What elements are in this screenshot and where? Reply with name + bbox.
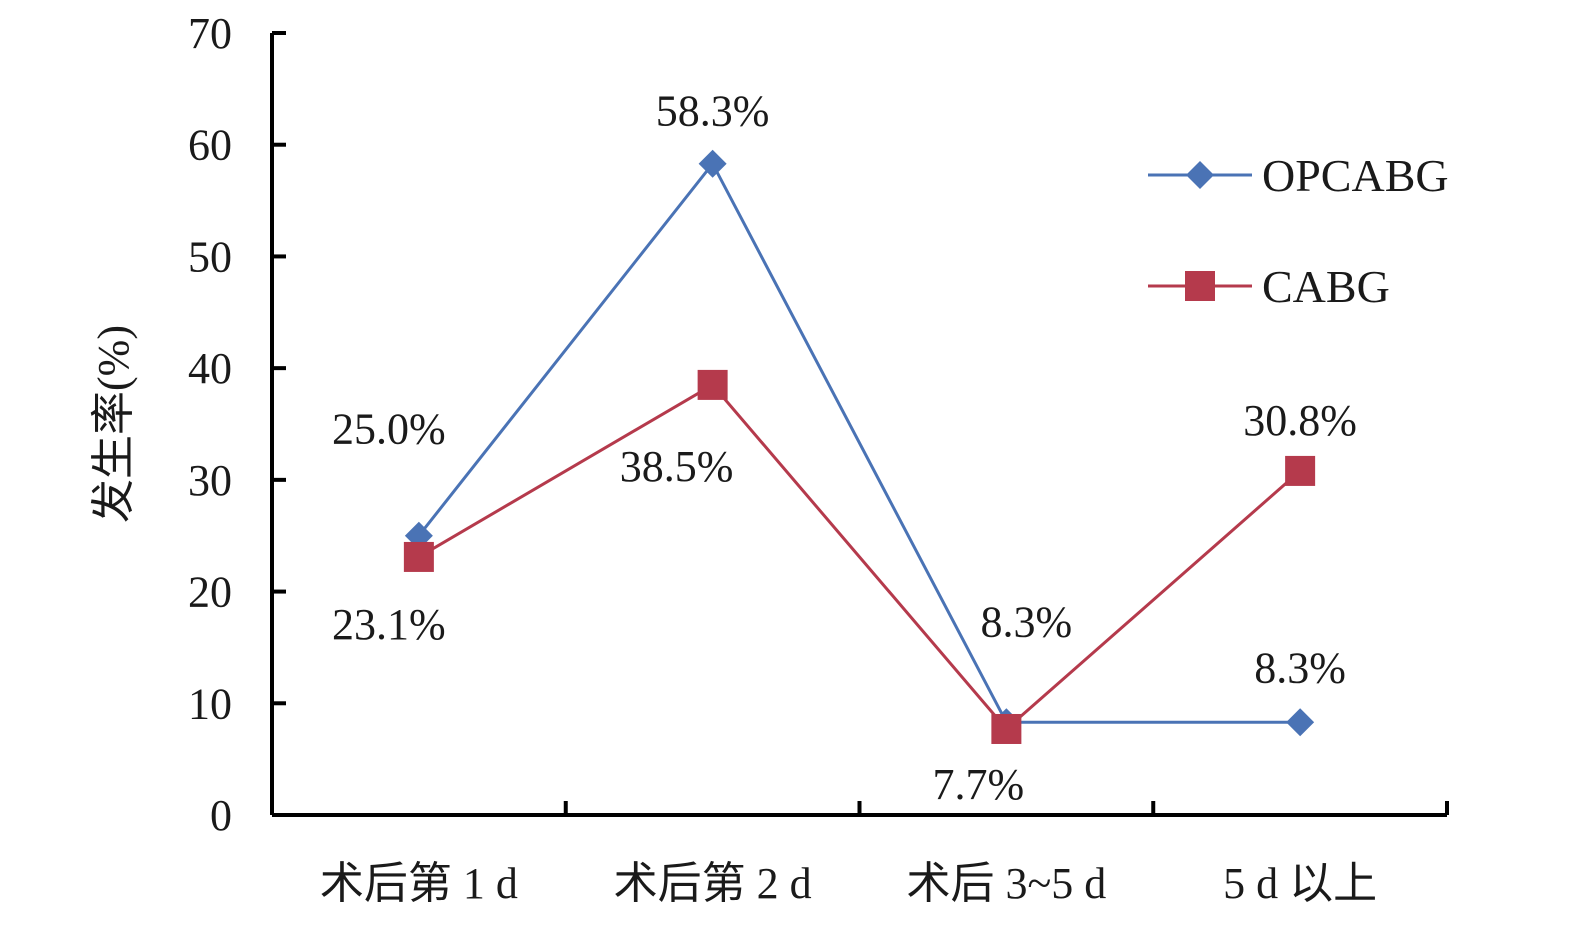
x-category-label: 5 d 以上	[1223, 859, 1377, 908]
data-label: 8.3%	[981, 597, 1073, 646]
series-opcabg: 25.0% 58.3% 8.3% 8.3%	[332, 87, 1346, 737]
data-label: 8.3%	[1254, 643, 1346, 692]
legend-marker	[1186, 161, 1214, 189]
legend-label: CABG	[1262, 261, 1390, 312]
axes: 0 10 20 30 40 50 60 70 术后第 1 d 术后第 2 d 术后 3~5 d 5 …	[188, 9, 1449, 908]
data-label: 30.8%	[1243, 396, 1357, 445]
y-tick-label: 10	[188, 679, 232, 728]
y-tick-label: 0	[210, 791, 232, 840]
y-tick-label: 20	[188, 568, 232, 617]
x-category-label: 术后第 2 d	[614, 859, 812, 908]
y-tick-label: 50	[188, 232, 232, 281]
data-point	[697, 369, 728, 400]
data-point	[698, 149, 727, 178]
x-ticks: 术后第 1 d 术后第 2 d 术后 3~5 d 5 d 以上	[320, 801, 1449, 908]
series-layer: 25.0% 58.3% 8.3% 8.3% 23.1% 38.5% 7.7% 30.8%	[332, 87, 1357, 809]
y-tick-label: 60	[188, 121, 232, 170]
data-label: 23.1%	[332, 600, 446, 649]
legend-marker	[1185, 271, 1215, 301]
legend-item-cabg: CABG	[1148, 261, 1390, 312]
x-category-label: 术后第 1 d	[320, 859, 518, 908]
x-category-label: 术后 3~5 d	[906, 859, 1106, 908]
data-label: 7.7%	[933, 760, 1025, 809]
data-label: 38.5%	[620, 442, 734, 491]
series-line	[418, 382, 1302, 732]
series-line	[417, 160, 1301, 724]
y-tick-label: 30	[188, 456, 232, 505]
series-cabg: 23.1% 38.5% 7.7% 30.8%	[332, 369, 1357, 809]
legend: OPCABG CABG	[1148, 150, 1449, 312]
data-point	[1285, 455, 1316, 486]
y-ticks: 0 10 20 30 40 50 60 70	[188, 9, 286, 840]
legend-label: OPCABG	[1262, 150, 1449, 201]
y-axis-label: 发生率(%)	[89, 325, 138, 523]
legend-item-opcabg: OPCABG	[1148, 150, 1449, 201]
data-label: 58.3%	[656, 87, 770, 136]
y-tick-label: 70	[188, 9, 232, 58]
data-point	[1286, 708, 1315, 737]
y-tick-label: 40	[188, 344, 232, 393]
data-label: 25.0%	[332, 405, 446, 454]
data-point	[991, 713, 1022, 744]
data-point	[403, 541, 434, 572]
